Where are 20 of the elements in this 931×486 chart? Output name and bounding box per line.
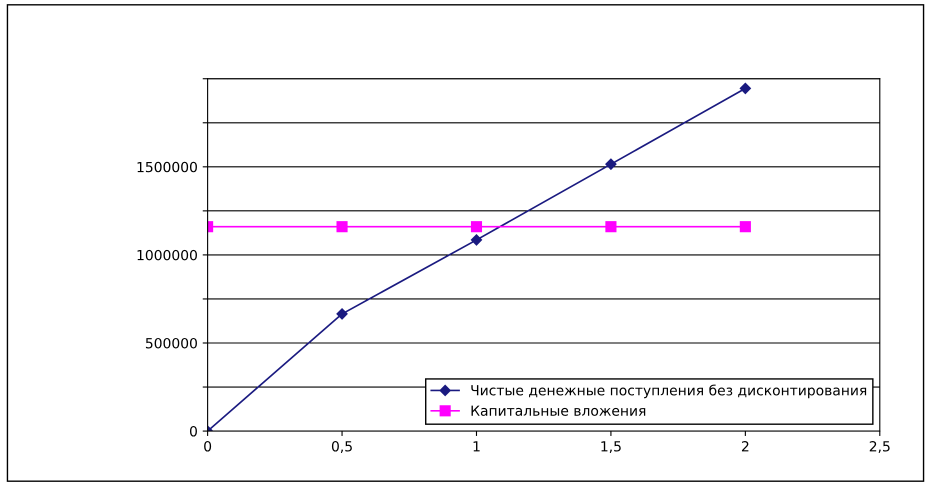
x-tick-label: 2 [742,441,748,452]
x-tick-label: 1,5 [601,441,621,453]
x-tick-label: 2,5 [870,441,890,453]
point [605,158,617,170]
y-tick-label: 1500000 [138,162,197,172]
x-tick-label: 1 [474,441,480,452]
y-tick-label: 1000000 [138,250,197,260]
x-tick-label: 0 [204,441,212,452]
point [336,221,348,232]
point [740,82,751,94]
y-tick-label: 0 [190,426,197,437]
point [740,221,751,232]
point [336,308,348,320]
legend-label: Капитальные вложения [472,406,646,416]
point [470,221,482,232]
point [470,234,482,246]
legend-label: Чистые денежные поступления без дисконтирования [471,384,866,398]
y-tick-label: 500000 [146,338,197,348]
x-tick-label: 0,5 [332,441,352,453]
point [605,221,616,232]
